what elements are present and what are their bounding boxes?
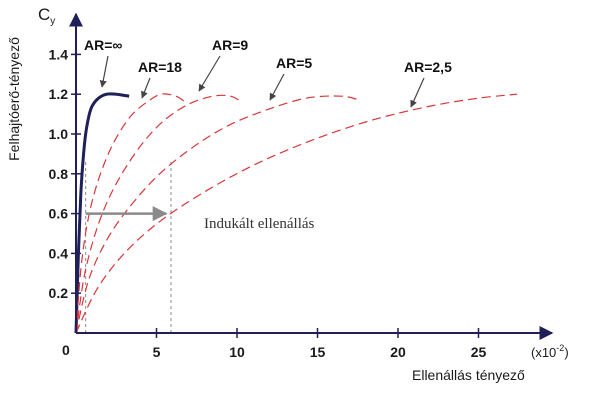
y-tick-label: 0.4 — [49, 245, 69, 261]
origin-label: 0 — [62, 342, 70, 358]
series-label: AR=2,5 — [404, 59, 452, 75]
y-tick-label: 0.8 — [49, 166, 69, 182]
y-axis-symbol: Cy — [38, 5, 55, 27]
y-tick-label: 0.2 — [49, 285, 69, 301]
aspect-ratio-labels: AR=∞ AR=18 AR=9 AR=5 AR=2,5 — [84, 37, 452, 108]
series-curve — [75, 94, 243, 334]
label-pointer — [141, 77, 151, 99]
y-tick-label: 1.4 — [49, 46, 69, 62]
series-label: AR=5 — [276, 55, 312, 71]
reference-lines — [85, 159, 172, 333]
y-axis-symbol-sub: y — [50, 16, 55, 27]
y-ticks: 0.2 0.4 0.6 0.8 1.0 1.2 1.4 — [49, 46, 81, 301]
series-label: AR=∞ — [84, 37, 122, 53]
x-tick-label: 15 — [310, 344, 326, 360]
y-axis-symbol-main: C — [38, 5, 50, 24]
induced-drag-label: Indukált ellenállás — [204, 216, 315, 232]
y-tick-label: 0.6 — [49, 206, 69, 222]
x-unit-exp: -2 — [556, 343, 564, 353]
x-tick-label: 5 — [153, 344, 161, 360]
series-label: AR=18 — [138, 59, 182, 75]
series-curve — [75, 95, 360, 334]
x-axis-label: Ellenállás tényező — [412, 367, 525, 383]
label-pointer — [99, 55, 109, 88]
label-pointer — [198, 55, 221, 92]
label-pointer — [269, 73, 285, 101]
x-tick-label: 10 — [229, 344, 245, 360]
y-tick-label: 1.2 — [49, 86, 69, 102]
x-unit-base: (x10 — [531, 345, 556, 360]
x-ticks: 5 10 15 20 25 — [153, 328, 487, 360]
label-pointer — [410, 77, 425, 108]
x-tick-label: 20 — [390, 344, 406, 360]
x-tick-label: 25 — [471, 344, 487, 360]
y-axis-label: Felhajtóerő-tényező — [6, 37, 22, 161]
x-unit-close: ) — [564, 345, 568, 360]
series-curves — [74, 92, 518, 334]
series-curve — [74, 92, 130, 334]
series-label: AR=9 — [212, 37, 248, 53]
x-axis-unit: (x10-2) — [531, 343, 569, 360]
y-tick-label: 1.0 — [49, 126, 69, 142]
series-curve — [75, 93, 186, 334]
series-curve — [75, 93, 518, 334]
